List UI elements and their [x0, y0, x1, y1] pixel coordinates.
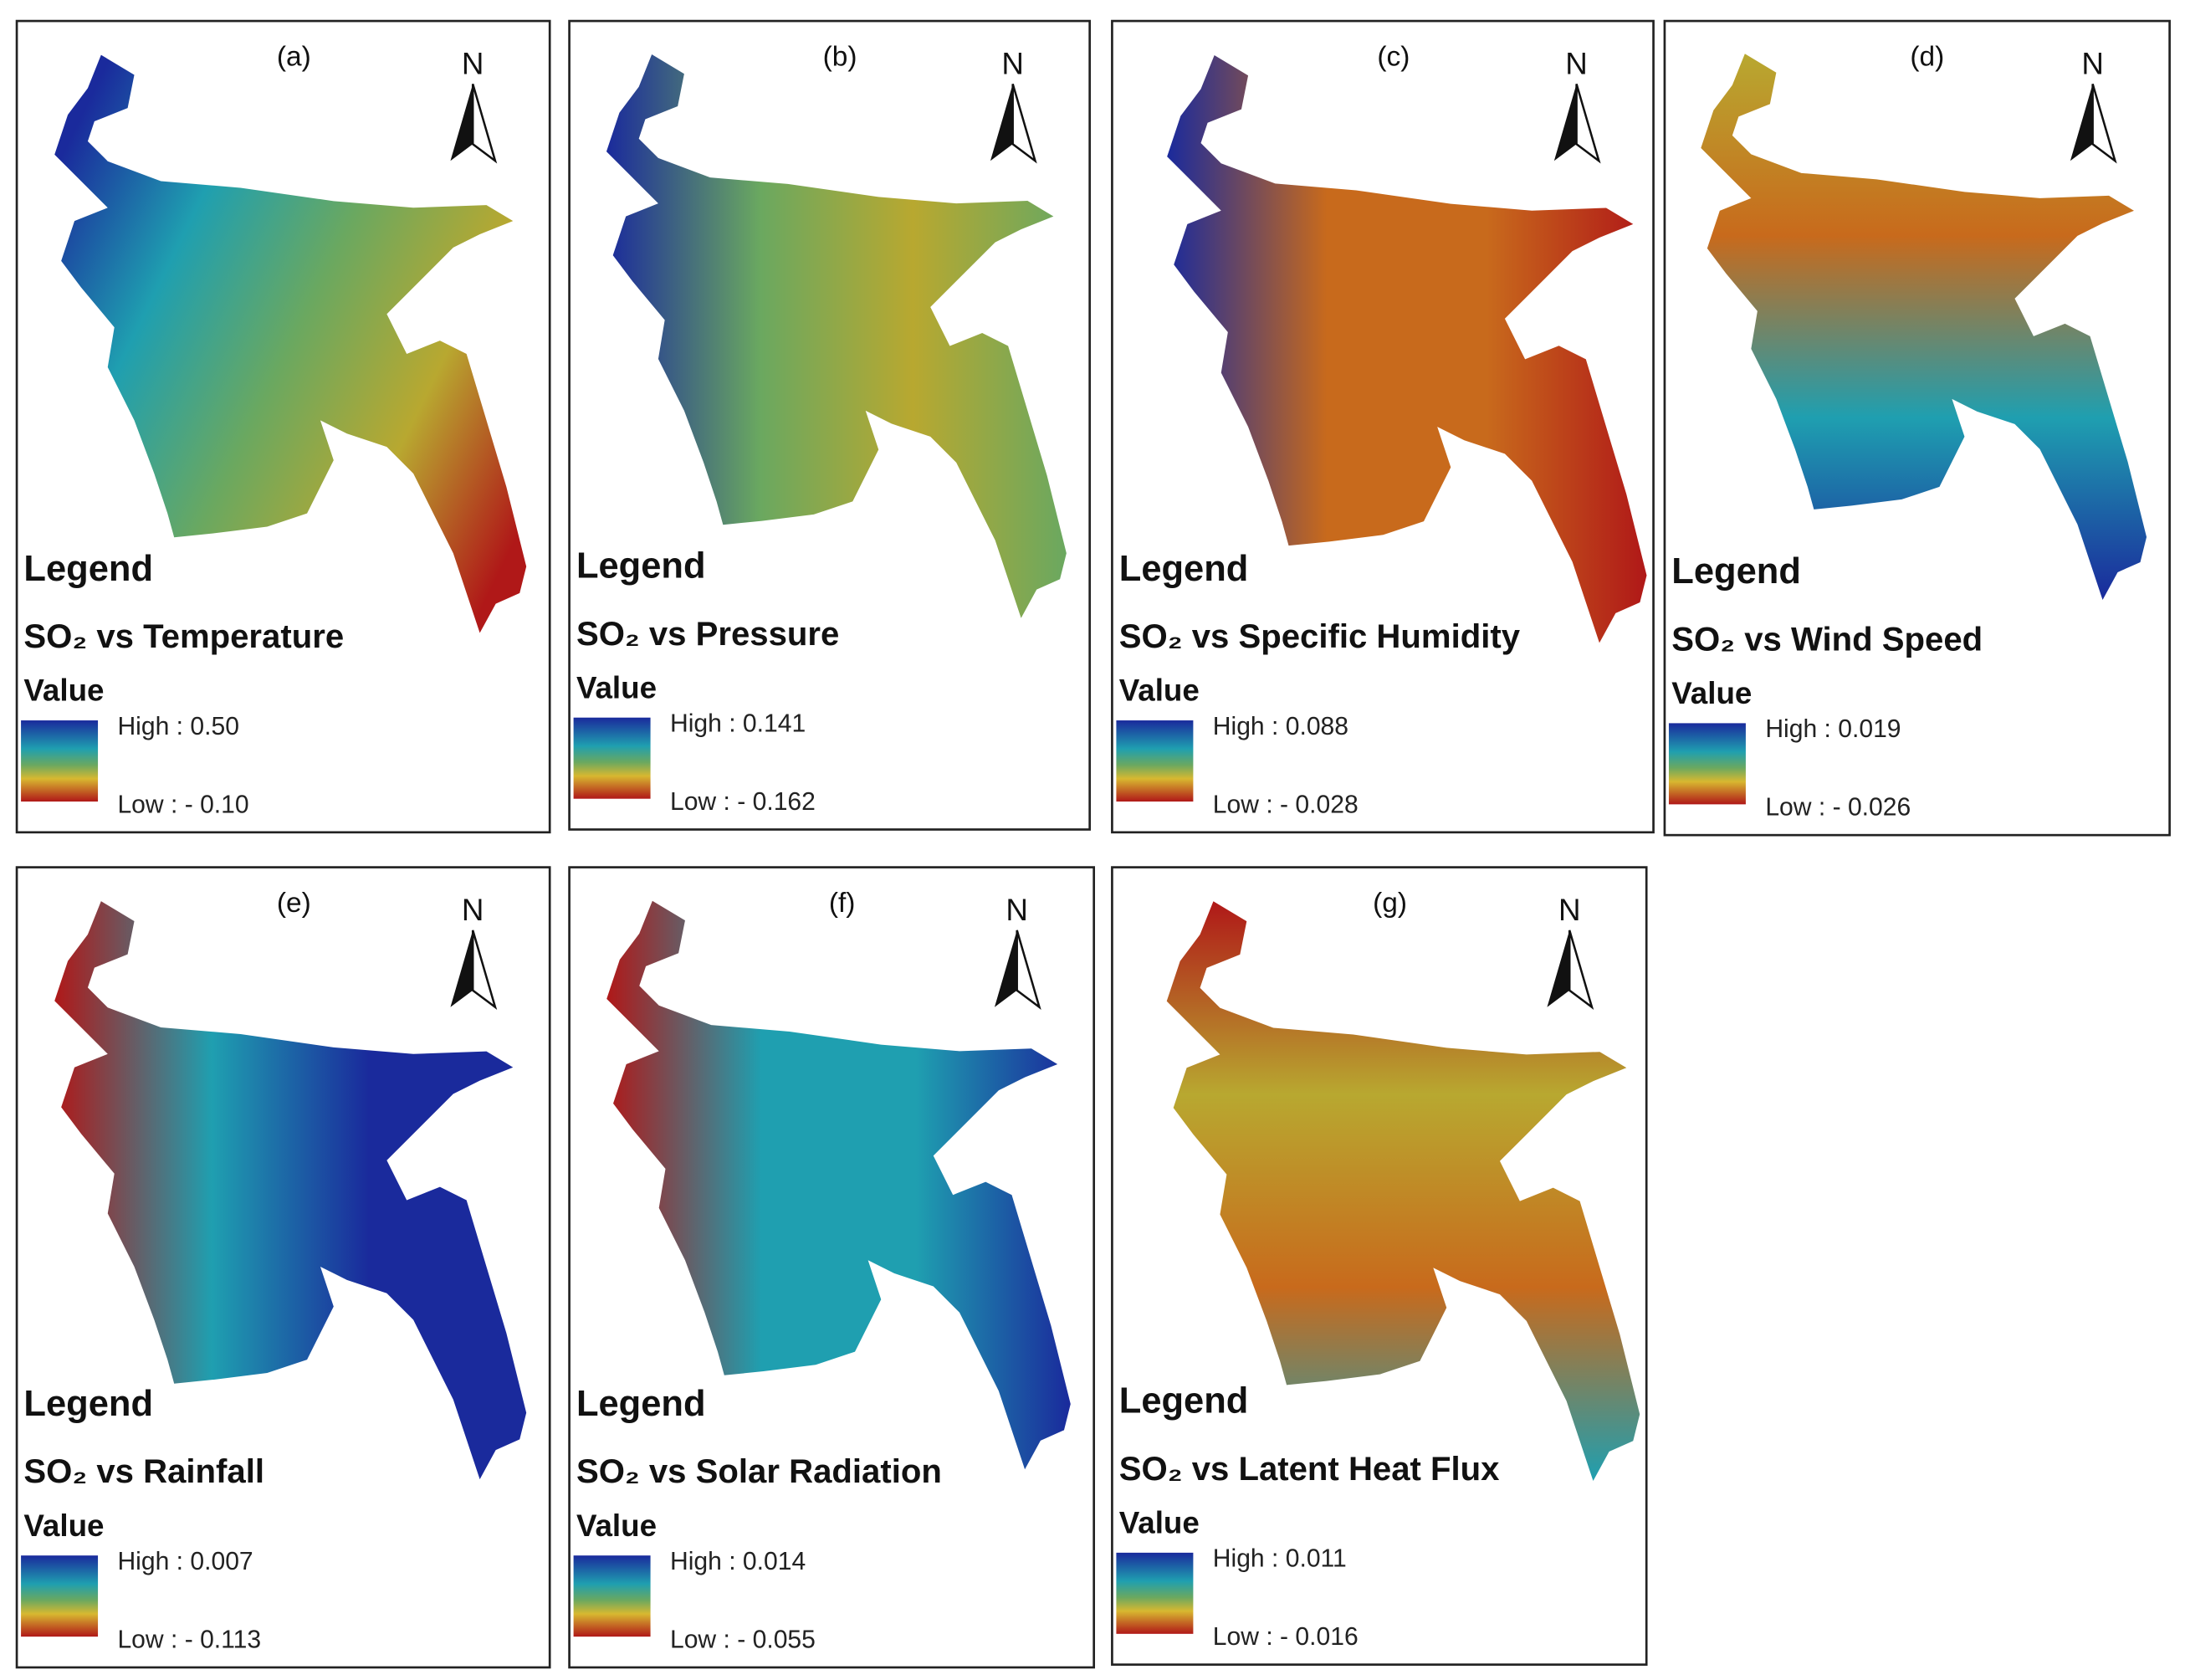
country-map — [1166, 901, 1640, 1482]
legend-heading: Legend — [1671, 551, 1801, 592]
north-label: N — [1558, 893, 1581, 927]
legend-color-bar — [573, 717, 651, 799]
value-heading: Value — [576, 670, 657, 704]
north-label: N — [1001, 47, 1024, 81]
legend-color-bar — [1116, 720, 1194, 802]
panel-frame — [15, 19, 551, 834]
legend-color-bar — [573, 1555, 651, 1637]
north-label: N — [1565, 47, 1588, 81]
legend-low: Low : - 0.026 — [1765, 794, 1911, 822]
layer-title: SO₂ vs Wind Speed — [1671, 620, 1983, 658]
panel-frame — [15, 866, 551, 1669]
panel-label: (g) — [1373, 888, 1407, 919]
layer-title: SO₂ vs Temperature — [23, 617, 344, 655]
map-panel: (f) N Legend SO₂ vs Solar Radiation Value Hig… — [568, 866, 1096, 1669]
north-arrow — [471, 83, 498, 164]
legend-heading: Legend — [576, 1384, 706, 1424]
north-arrow-fill — [994, 930, 1017, 1007]
map-panel: (c) N Legend SO₂ vs Specific Humidity Value H… — [1111, 19, 1655, 834]
country-map — [54, 54, 527, 633]
legend-low: Low : - 0.113 — [117, 1626, 261, 1654]
value-heading: Value — [1119, 1505, 1200, 1539]
country-map — [606, 54, 1067, 618]
north-label: N — [1006, 893, 1028, 927]
north-arrow-fill — [450, 84, 473, 161]
legend-color-bar — [1116, 1552, 1194, 1634]
legend-high: High : 0.007 — [117, 1548, 253, 1575]
panel-label: (f) — [829, 888, 856, 919]
map-panel: (a) N Legend SO₂ vs Temperature Value High : … — [15, 19, 551, 834]
legend-heading: Legend — [576, 546, 706, 586]
panel-label: (e) — [277, 888, 311, 919]
north-arrow-fill — [990, 84, 1013, 161]
legend-low: Low : - 0.162 — [670, 788, 816, 816]
legend-heading: Legend — [1119, 549, 1249, 589]
layer-title: SO₂ vs Solar Radiation — [576, 1452, 942, 1490]
layer-title: SO₂ vs Pressure — [576, 615, 839, 653]
north-arrow — [1575, 83, 1601, 164]
panel-label: (c) — [1377, 42, 1410, 73]
legend-high: High : 0.50 — [117, 713, 238, 740]
north-arrow-fill — [2070, 84, 2093, 161]
north-arrow — [1568, 930, 1594, 1011]
legend-heading: Legend — [1119, 1381, 1249, 1421]
value-heading: Value — [1119, 674, 1200, 708]
legend-color-bar — [1668, 723, 1746, 805]
value-heading: Value — [1671, 676, 1752, 710]
map-panel: (d) N Legend SO₂ vs Wind Speed Value High : 0… — [1663, 19, 2171, 837]
legend-low: Low : - 0.016 — [1213, 1623, 1359, 1651]
legend-heading: Legend — [23, 1384, 153, 1424]
country-map — [54, 901, 527, 1480]
legend-high: High : 0.011 — [1213, 1545, 1347, 1573]
layer-title: SO₂ vs Specific Humidity — [1119, 617, 1521, 655]
north-label: N — [462, 47, 484, 81]
legend-high: High : 0.014 — [670, 1548, 806, 1575]
panel-frame — [1111, 19, 1655, 834]
north-arrow-fill — [1547, 930, 1570, 1007]
value-heading: Value — [23, 674, 104, 708]
panel-frame — [568, 19, 1091, 831]
panel-frame — [568, 866, 1096, 1669]
map-panel: (g) N Legend SO₂ vs Latent Heat Flux Value Hi… — [1111, 866, 1648, 1666]
panel-label: (d) — [1910, 42, 1944, 73]
value-heading: Value — [576, 1508, 657, 1543]
country-map — [606, 900, 1071, 1470]
layer-title: SO₂ vs Rainfall — [23, 1452, 264, 1490]
legend-low: Low : - 0.028 — [1213, 791, 1359, 818]
panel-label: (b) — [823, 42, 857, 73]
north-arrow — [2091, 83, 2117, 164]
legend-color-bar — [21, 1555, 99, 1637]
panel-label: (a) — [277, 42, 311, 73]
north-label: N — [462, 893, 484, 927]
value-heading: Value — [23, 1508, 104, 1543]
north-arrow-fill — [450, 930, 473, 1007]
legend-color-bar — [21, 720, 99, 802]
legend-heading: Legend — [23, 549, 153, 589]
legend-high: High : 0.088 — [1213, 713, 1348, 740]
country-map — [1167, 55, 1647, 643]
panel-frame — [1663, 19, 2171, 837]
north-arrow — [1016, 930, 1041, 1011]
north-arrow — [1011, 83, 1037, 164]
panel-frame — [1111, 866, 1648, 1666]
legend-high: High : 0.019 — [1765, 715, 1901, 743]
north-arrow — [471, 930, 498, 1011]
country-map — [1701, 54, 2147, 600]
layer-title: SO₂ vs Latent Heat Flux — [1119, 1450, 1500, 1488]
map-panel: (b) N Legend SO₂ vs Pressure Value High : 0.1… — [568, 19, 1091, 831]
legend-high: High : 0.141 — [670, 709, 806, 737]
legend-low: Low : - 0.10 — [117, 791, 248, 818]
north-arrow-fill — [1553, 84, 1577, 161]
legend-low: Low : - 0.055 — [670, 1626, 816, 1654]
map-panel: (e) N Legend SO₂ vs Rainfall Value High : 0.0… — [15, 866, 551, 1669]
north-label: N — [2081, 47, 2104, 81]
